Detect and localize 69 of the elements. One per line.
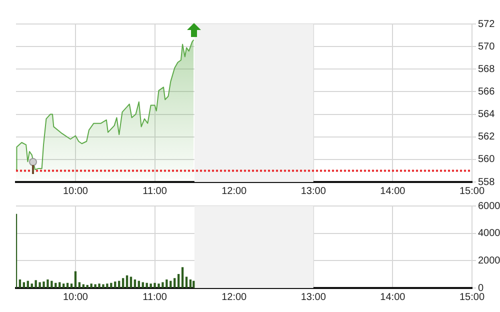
bar [154, 282, 156, 288]
y-tick-label: 0 [478, 282, 484, 294]
y-tick-label: 4000 [478, 228, 500, 240]
bar [158, 284, 160, 288]
bar [192, 280, 195, 288]
bar [98, 284, 100, 288]
bar [34, 280, 37, 288]
bar [66, 282, 69, 288]
x-tick-label: 12:00 [222, 186, 248, 197]
y-tick-label: 6000 [478, 200, 500, 212]
bar [22, 282, 26, 288]
bar [138, 280, 140, 288]
bar [74, 271, 77, 288]
bar [46, 279, 49, 288]
bar [174, 278, 176, 288]
bar [177, 274, 180, 288]
bar [50, 280, 53, 288]
bar [114, 282, 116, 288]
x-tick-label: 15:00 [459, 292, 485, 303]
bar [42, 282, 45, 288]
bar [170, 280, 172, 288]
x-tick-label: 11:00 [142, 292, 168, 303]
bar [185, 276, 188, 288]
bar [150, 284, 152, 288]
bar [82, 284, 84, 288]
y-tick-label: 568 [478, 64, 496, 75]
bar [90, 284, 92, 288]
y-tick-label: 562 [478, 132, 496, 143]
y-tick-label: 564 [478, 109, 496, 120]
y-tick-label: 2000 [478, 255, 500, 266]
bar [38, 282, 41, 288]
x-tick-label: 13:00 [300, 292, 326, 303]
bar [70, 284, 73, 288]
bar [166, 279, 168, 288]
bar [54, 282, 57, 288]
bar [181, 267, 184, 288]
bar [134, 279, 136, 288]
bar [130, 276, 132, 288]
bar [106, 284, 108, 288]
bar [78, 282, 81, 288]
bar [94, 284, 96, 288]
bar [58, 282, 61, 288]
y-tick-label: 566 [478, 86, 496, 98]
y-tick-label: 558 [478, 176, 496, 188]
bar [18, 279, 22, 288]
bar [86, 284, 88, 288]
x-tick-label: 12:00 [222, 292, 248, 303]
bar [162, 282, 164, 288]
bar [110, 282, 112, 288]
y-tick-label: 570 [478, 41, 496, 52]
bar [146, 282, 148, 288]
x-tick-label: 15:00 [459, 186, 485, 197]
bar [62, 284, 65, 288]
x-tick-label: 14:00 [380, 186, 406, 197]
y-tick-label: 560 [478, 154, 496, 166]
bar [102, 284, 104, 288]
bar [122, 278, 124, 288]
x-tick-label: 10:00 [62, 186, 88, 197]
y-tick-label: 572 [478, 18, 496, 30]
bar [126, 275, 128, 288]
bar [26, 280, 29, 288]
bar [118, 280, 120, 288]
x-tick-label: 13:00 [300, 186, 326, 197]
x-tick-label: 10:00 [62, 292, 88, 303]
x-tick-label: 11:00 [142, 186, 168, 197]
bar [30, 284, 33, 288]
bar [189, 279, 192, 288]
x-tick-label: 14:00 [380, 292, 406, 303]
bar [142, 282, 144, 288]
